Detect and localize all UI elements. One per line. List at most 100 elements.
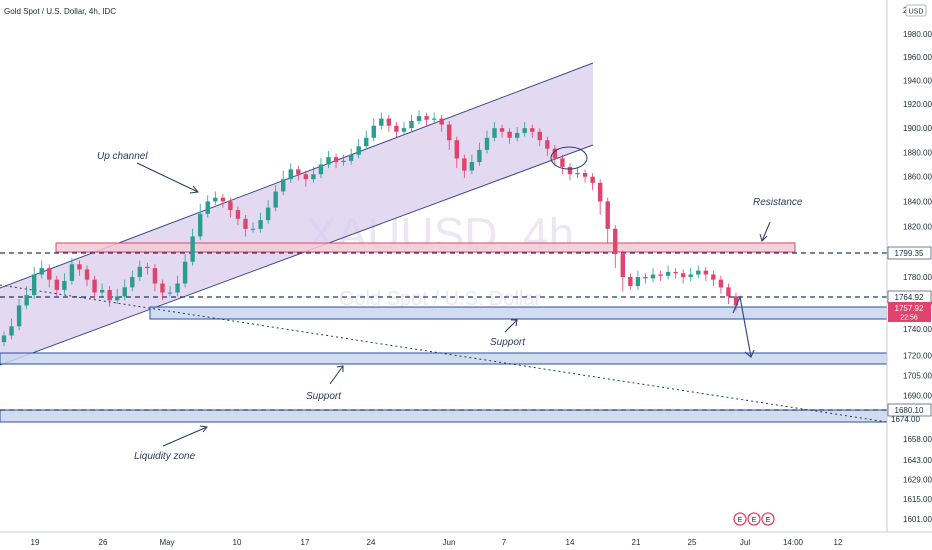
candle-body <box>613 228 618 255</box>
candle <box>545 136 550 156</box>
price-axis[interactable]: 20 1980.001960.001940.001920.001900.0018… <box>886 0 932 550</box>
candle <box>696 265 701 279</box>
candle-body <box>341 160 346 163</box>
x-tick-label: 26 <box>99 538 108 547</box>
up-channel-pointer-arrow <box>136 162 199 193</box>
candle <box>484 130 490 154</box>
candle-body <box>499 128 505 132</box>
candle-body <box>348 154 354 161</box>
support-lower-pointer-arrow <box>329 365 344 385</box>
candle <box>198 203 203 241</box>
resistance-label: Resistance <box>753 197 803 208</box>
resistance-zone <box>55 242 796 253</box>
candle <box>296 165 301 181</box>
candle-body <box>386 118 392 126</box>
candle-body <box>288 169 293 180</box>
candle-body <box>92 279 97 293</box>
event-badge[interactable]: E <box>733 512 747 526</box>
candle-body <box>371 125 376 138</box>
candle <box>288 163 293 183</box>
candle-body <box>213 197 218 202</box>
candle <box>303 170 309 187</box>
candle <box>499 124 505 138</box>
candle <box>530 124 535 138</box>
candle-body <box>462 158 467 171</box>
time-axis[interactable]: 19 26 May 10 17 24 Jun 7 14 21 25 Jul 14:00 12 <box>0 531 932 550</box>
liquidity-zone <box>0 409 888 423</box>
candle-body <box>379 118 384 126</box>
candle-body <box>326 157 331 165</box>
candle <box>250 222 256 233</box>
candle <box>9 318 14 340</box>
y-tick-label: 1840.00 <box>903 197 932 206</box>
candle-body <box>16 305 22 327</box>
currency-badge[interactable]: USD <box>905 4 927 17</box>
candle <box>47 264 52 288</box>
candle <box>333 153 339 169</box>
candle <box>522 122 527 137</box>
candle <box>348 148 354 165</box>
currency-badge-text: USD <box>909 9 924 16</box>
candle-body <box>401 128 407 132</box>
candle-body <box>575 173 580 175</box>
candle-body <box>235 210 241 219</box>
candle-body <box>416 116 422 121</box>
candle-body <box>635 277 641 287</box>
projection-arrow <box>732 294 752 358</box>
candle <box>537 128 542 147</box>
y-tick-label: 1601.00 <box>903 515 932 524</box>
time-axis-background <box>0 532 932 550</box>
candle-body <box>643 277 648 279</box>
candle <box>688 268 693 281</box>
candle <box>152 264 158 292</box>
candle-body <box>597 182 603 202</box>
candle-body <box>620 254 626 278</box>
x-tick-label: 24 <box>367 538 376 547</box>
price-label-liquidity-box <box>887 403 932 417</box>
y-tick-label: 1940.00 <box>903 77 932 86</box>
y-tick-label: 1820.00 <box>903 222 932 231</box>
x-tick-label: 17 <box>301 538 310 547</box>
x-tick-label: 7 <box>502 538 507 547</box>
candle <box>507 128 512 144</box>
watermark-name: Gold Spot / U.S. Dollar <box>339 288 542 310</box>
projection-arrowhead <box>744 349 755 358</box>
y-tick-label: 1900.00 <box>903 124 932 133</box>
y-tick-label: 1615.00 <box>903 495 932 504</box>
up-channel-pointer-arrowhead <box>189 185 199 194</box>
candle-body <box>273 191 278 208</box>
candle-body <box>333 157 339 163</box>
candle <box>1 331 7 347</box>
candle-body <box>530 128 535 132</box>
y-tick-label: 1705.00 <box>903 371 932 380</box>
candle <box>114 288 120 305</box>
candle <box>673 268 678 279</box>
event-badge[interactable]: E <box>761 512 775 526</box>
candle-body <box>484 137 490 150</box>
candle-body <box>54 279 60 290</box>
liquidity-pointer-arrowhead <box>199 425 208 433</box>
candle-body <box>137 266 143 278</box>
y-tick-label: 1960.00 <box>903 53 932 62</box>
y-tick-label: 1980.00 <box>903 30 932 39</box>
support-upper-label: Support <box>490 337 526 348</box>
candle <box>469 154 475 175</box>
y-tick-labels: 1980.00 1960.00 1940.00 1920.00 1900.00 1880.… <box>903 30 932 524</box>
candle-body <box>77 264 82 270</box>
candle <box>160 279 165 301</box>
candle <box>431 112 437 124</box>
candle-body <box>492 128 497 138</box>
candle-body <box>175 283 180 293</box>
candle <box>379 112 384 130</box>
currency-badge-box <box>905 4 927 17</box>
candle-body <box>703 270 709 275</box>
candle <box>258 212 263 233</box>
candle <box>447 120 452 150</box>
candle-body <box>122 287 127 297</box>
event-badge[interactable]: E <box>747 512 761 526</box>
price-label-liquidity-text: 1680.10 <box>895 406 924 415</box>
y-tick-label: 1658.00 <box>903 435 932 444</box>
candle <box>356 138 361 159</box>
